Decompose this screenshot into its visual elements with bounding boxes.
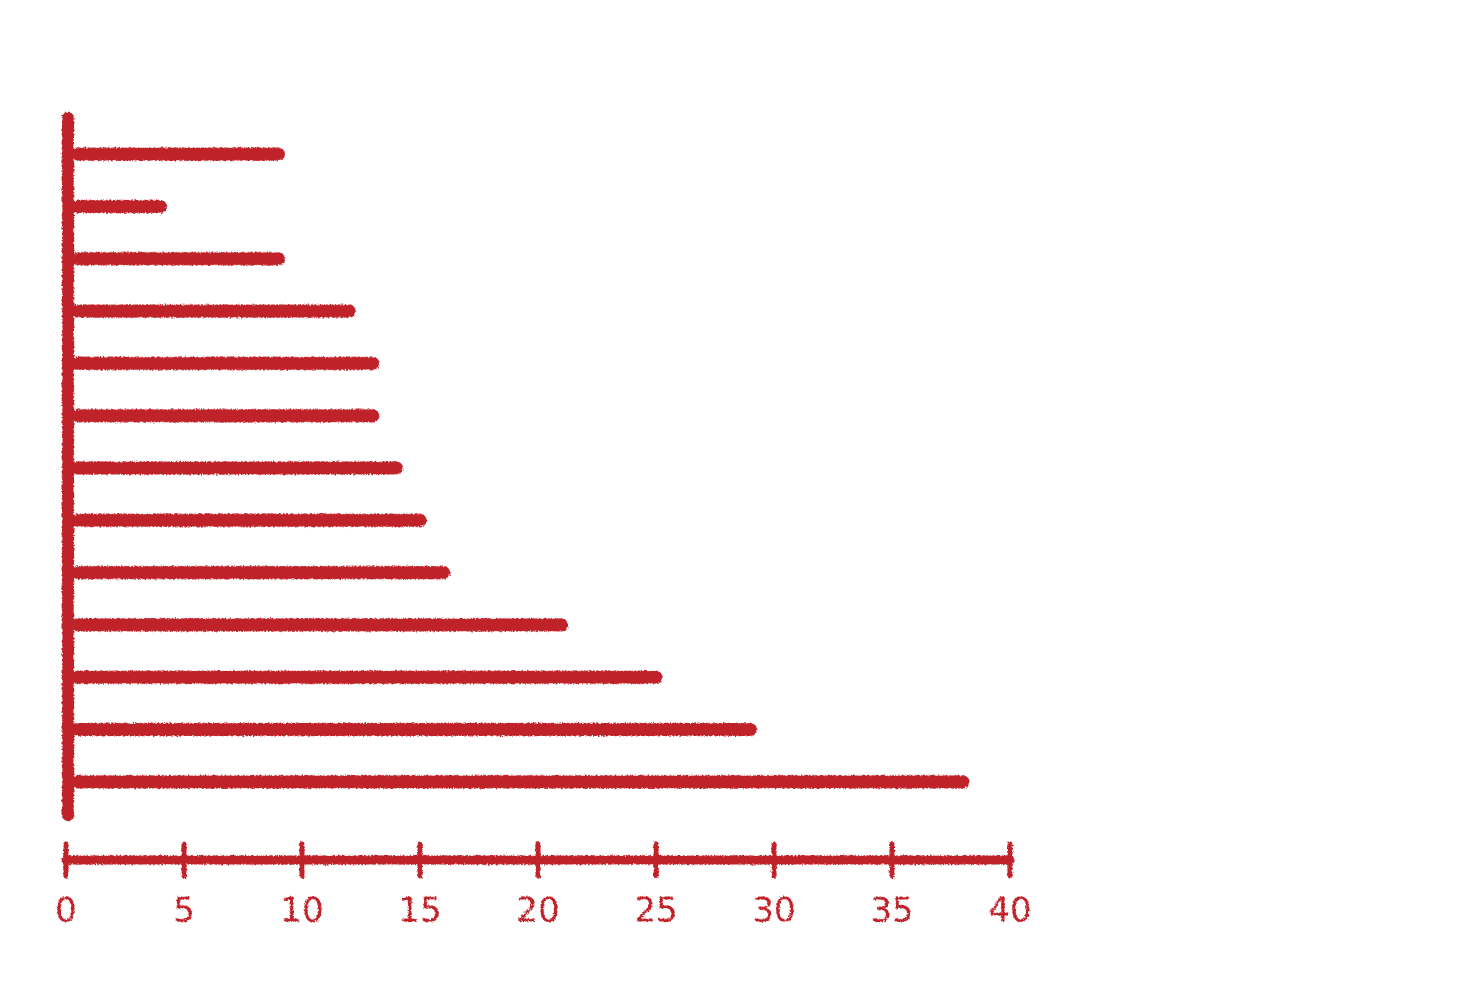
- x-tick-label: 0: [55, 891, 77, 931]
- x-tick-label: 30: [752, 891, 795, 931]
- x-tick-label: 25: [634, 891, 677, 931]
- x-tick-label: 20: [516, 891, 559, 931]
- plot: 0 5 10 15 20 25 30 35 40: [55, 112, 1032, 931]
- x-tick-label: 5: [173, 891, 195, 931]
- x-tick-label: 35: [870, 891, 913, 931]
- x-tick-label: 10: [280, 891, 323, 931]
- x-tick-label: 15: [398, 891, 441, 931]
- x-tick-label: 40: [988, 891, 1031, 931]
